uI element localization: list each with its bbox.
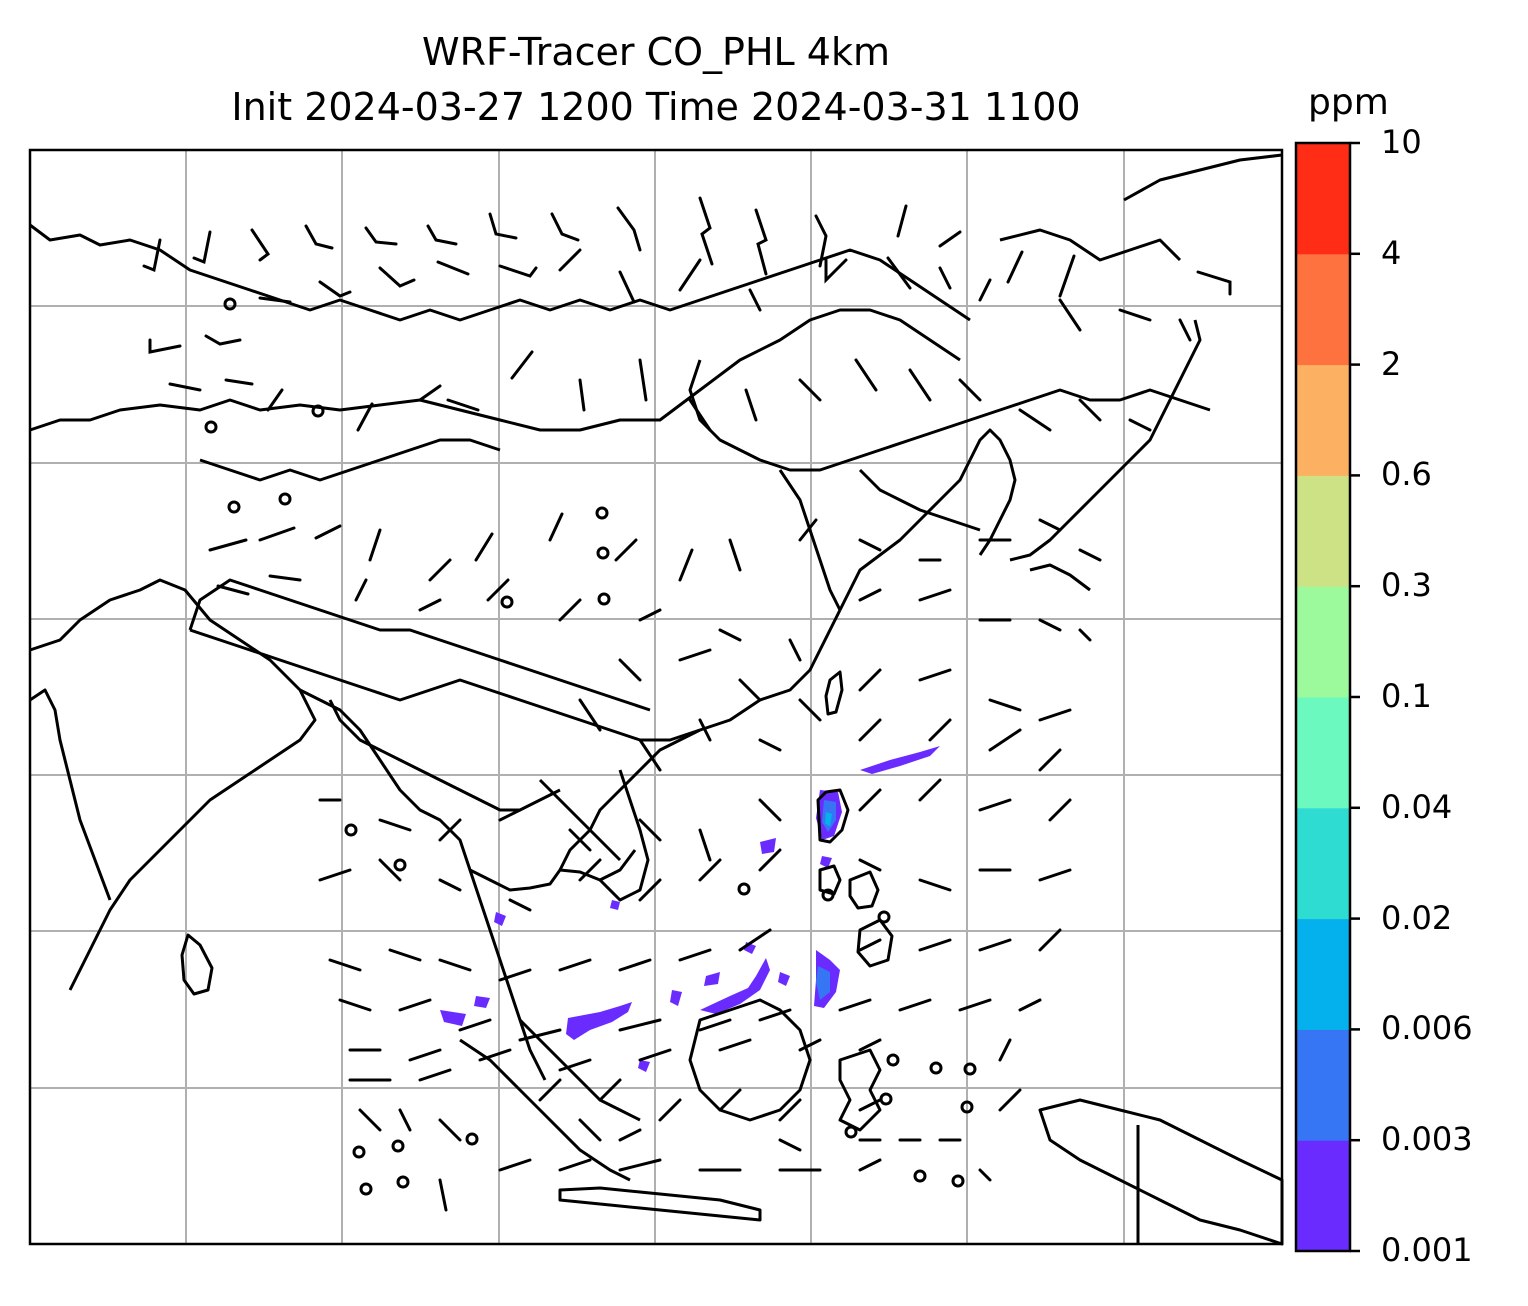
colorbar-band: [1296, 475, 1350, 587]
colorbar-band: [1296, 697, 1350, 809]
wind-barbs: [142, 196, 1232, 1212]
colorbar-tick-label: 0.04: [1381, 787, 1453, 826]
colorbar-band: [1296, 807, 1350, 920]
colorbar-tick-label: 0.02: [1381, 898, 1453, 937]
colorbar-unit-label: ppm: [1308, 82, 1389, 123]
title-line-1: WRF-Tracer CO_PHL 4km: [422, 30, 890, 74]
colorbar-tick-label: 0.1: [1381, 677, 1432, 715]
colorbar-tick-label: 0.006: [1381, 1009, 1473, 1048]
map-panel: [28, 148, 1284, 1246]
title-line-2: Init 2024-03-27 1200 Time 2024-03-31 110…: [231, 85, 1081, 129]
coastlines: [29, 153, 1284, 1246]
colorbar-band: [1296, 253, 1350, 366]
colorbar-tick-label: 0.6: [1381, 455, 1432, 494]
colorbar-tick-label: 10: [1381, 123, 1422, 161]
colorbar: [1294, 141, 1360, 1253]
colorbar-tick-label: 0.001: [1381, 1231, 1473, 1269]
colorbar-band: [1296, 364, 1350, 476]
calm-wind-circles: [204, 297, 977, 1196]
colorbar-tick-label: 2: [1381, 344, 1402, 383]
colorbar-band: [1296, 143, 1350, 255]
colorbar-tick-label: 0.003: [1381, 1120, 1473, 1159]
colorbar-tick-label: 0.3: [1381, 566, 1432, 605]
colorbar-band: [1296, 1140, 1350, 1252]
colorbar-band: [1296, 586, 1350, 698]
colorbar-tick-label: 4: [1381, 233, 1402, 272]
colorbar-band: [1296, 918, 1350, 1030]
colorbar-band: [1296, 1029, 1350, 1141]
